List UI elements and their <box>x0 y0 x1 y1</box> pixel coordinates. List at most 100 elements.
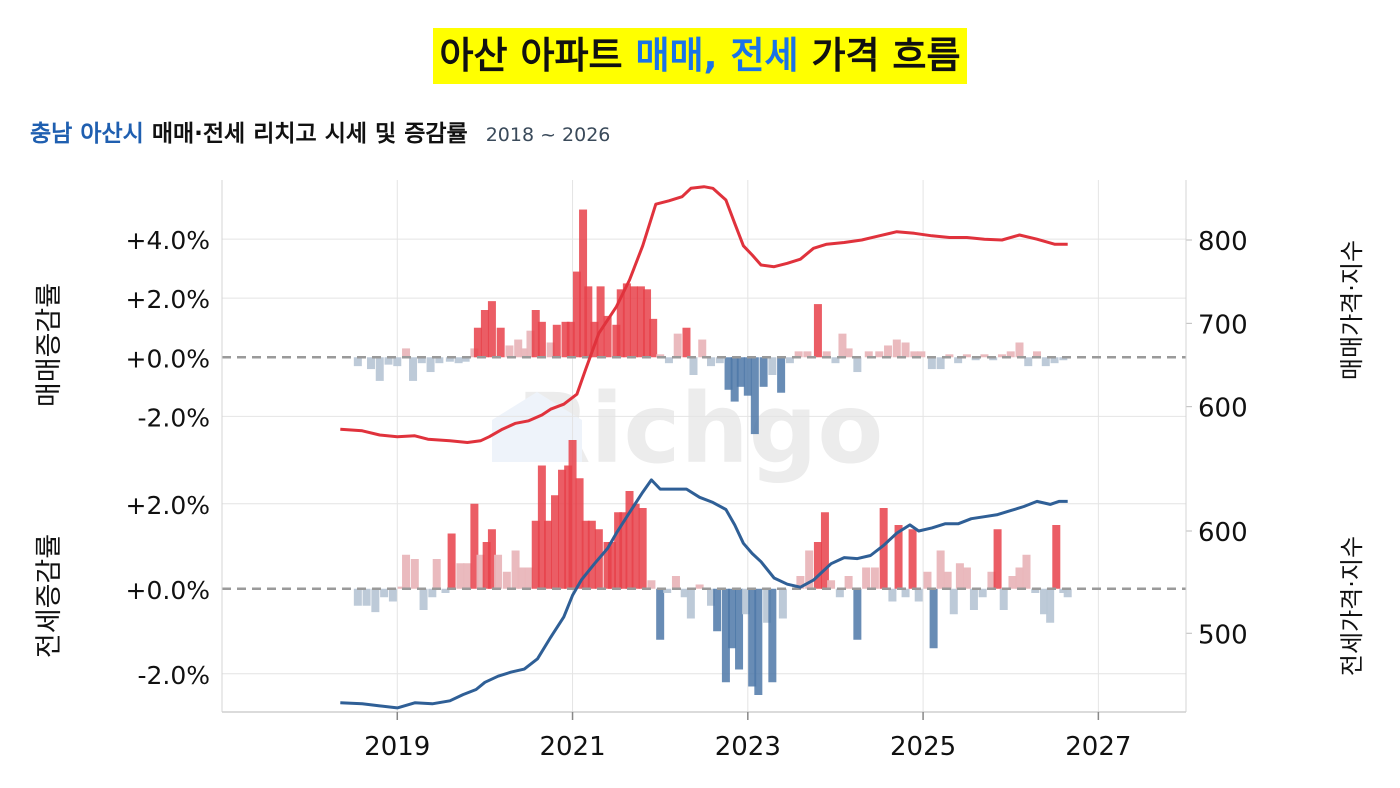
subtitle-text: 매매·전세 리치고 시세 및 증감률 <box>151 121 468 147</box>
sale-change-bar <box>813 304 822 358</box>
subtitle-range: 2018 ~ 2026 <box>485 124 611 146</box>
jeonse-change-bar <box>614 512 623 589</box>
jeonse-change-bar <box>531 520 540 589</box>
sale-change-bar <box>1050 357 1059 364</box>
jeonse-change-bar <box>768 588 777 683</box>
sale-change-bar <box>794 351 803 358</box>
sale-change-bar <box>971 357 980 361</box>
sale-change-bar <box>954 357 963 364</box>
jeonse-change-bar <box>835 588 844 598</box>
jeonse-change-bar <box>805 550 814 589</box>
jeonse-change-bar <box>402 554 411 589</box>
title-part1: 아산 아파트 <box>439 34 623 77</box>
jeonse-change-bar <box>778 588 787 619</box>
jeonse-price-line <box>340 478 1068 710</box>
jeonse-change-bar <box>625 491 634 589</box>
sale-change-bar <box>496 327 505 358</box>
jeonse-change-bar <box>1022 554 1031 589</box>
jeonse-change-bar <box>796 576 805 589</box>
jeonse-change-bar <box>754 588 763 695</box>
sale-change-bar <box>643 289 652 358</box>
jeonse-change-bar <box>482 542 491 589</box>
jeonse-change-bar <box>1052 525 1061 589</box>
sale-change-bar <box>579 209 588 358</box>
sale-change-bar <box>698 339 707 358</box>
left-axis-title: 전세증감률 <box>34 534 65 658</box>
sale-change-bar <box>962 354 971 358</box>
jeonse-change-bar <box>619 512 628 589</box>
sale-change-bar <box>649 318 658 358</box>
sale-change-bar <box>417 357 426 364</box>
sale-change-bar <box>375 357 384 381</box>
sale-change-bar <box>730 357 739 402</box>
sale-change-bar <box>777 357 786 393</box>
sale-change-bar <box>917 351 926 358</box>
jeonse-change-bar <box>551 495 560 589</box>
sale-change-bar <box>927 357 936 370</box>
sale-change-bar <box>616 289 625 358</box>
jeonse-change-bar <box>999 588 1008 610</box>
chart-main-title: 아산 아파트 매매, 전세 가격 흐름 <box>433 28 967 84</box>
right-tick-label: 600 <box>1198 518 1248 548</box>
jeonse-change-bar <box>914 588 923 602</box>
left-tick-label: +4.0% <box>126 226 210 255</box>
jeonse-change-bar <box>870 567 879 589</box>
sale-change-bar <box>936 357 945 370</box>
sale-change-bar <box>831 357 840 364</box>
left-tick-label: +2.0% <box>126 491 210 520</box>
jeonse-change-bar <box>929 588 938 649</box>
sale-change-bar <box>892 339 901 358</box>
jeonse-change-bar <box>511 550 520 589</box>
jeonse-change-bar <box>432 559 441 589</box>
jeonse-change-bar <box>1008 576 1017 589</box>
sale-change-bar <box>566 321 575 358</box>
jeonse-change-bar <box>1059 588 1068 593</box>
jeonse-change-bar <box>397 586 406 589</box>
sale-change-bar <box>590 321 599 358</box>
sale-change-bar <box>572 271 581 358</box>
jeonse-change-bar <box>943 571 952 589</box>
jeonse-change-bar <box>663 588 672 593</box>
jeonse-change-bar <box>388 588 397 602</box>
jeonse-change-bar <box>476 554 485 589</box>
title-wrap: 아산 아파트 매매, 전세 가격 흐름 <box>0 28 1400 84</box>
left-tick-label: -2.0% <box>137 403 210 432</box>
jeonse-change-bar <box>568 440 577 589</box>
jeonse-change-bar <box>537 465 546 589</box>
sale-change-bar <box>520 348 529 358</box>
sale-change-bar <box>409 357 418 381</box>
jeonse-change-bar <box>901 588 910 598</box>
right-tick-label: 500 <box>1198 620 1248 650</box>
jeonse-change-bar <box>428 588 437 598</box>
left-tick-label: -2.0% <box>137 661 210 690</box>
jeonse-change-bar <box>742 588 751 615</box>
sale-change-bar <box>612 324 621 358</box>
left-axis-title: 매매증감률 <box>34 283 65 407</box>
sale-change-bar <box>480 310 489 358</box>
sale-change-bar <box>664 357 673 364</box>
sale-change-bar <box>785 357 794 364</box>
sale-change-bar <box>636 286 645 358</box>
sale-change-bar <box>989 357 998 361</box>
jeonse-change-bar <box>447 533 456 589</box>
x-tick-label: 2023 <box>715 732 781 762</box>
jeonse-change-bar <box>603 542 612 589</box>
sale-change-bar <box>743 357 752 396</box>
subtitle-region: 충남 아산시 <box>30 121 144 147</box>
sale-change-bar <box>629 286 638 358</box>
jeonse-change-bar <box>517 567 526 589</box>
sale-change-bar <box>1041 357 1050 367</box>
sale-change-bar <box>838 333 847 358</box>
jeonse-change-bar <box>581 520 590 589</box>
right-tick-label: 700 <box>1198 310 1248 340</box>
jeonse-change-bar <box>1015 567 1024 589</box>
jeonse-change-bar <box>558 469 567 589</box>
title-part2: 가격 흐름 <box>811 34 961 77</box>
right-axis-title: 전세가격·지수 <box>1338 536 1366 676</box>
sale-change-bar <box>561 321 570 358</box>
sale-change-bar <box>759 357 768 387</box>
jeonse-change-bar <box>680 588 689 598</box>
sale-change-bar <box>910 351 919 358</box>
sale-change-bar <box>393 357 402 367</box>
jeonse-change-bar <box>888 588 897 602</box>
